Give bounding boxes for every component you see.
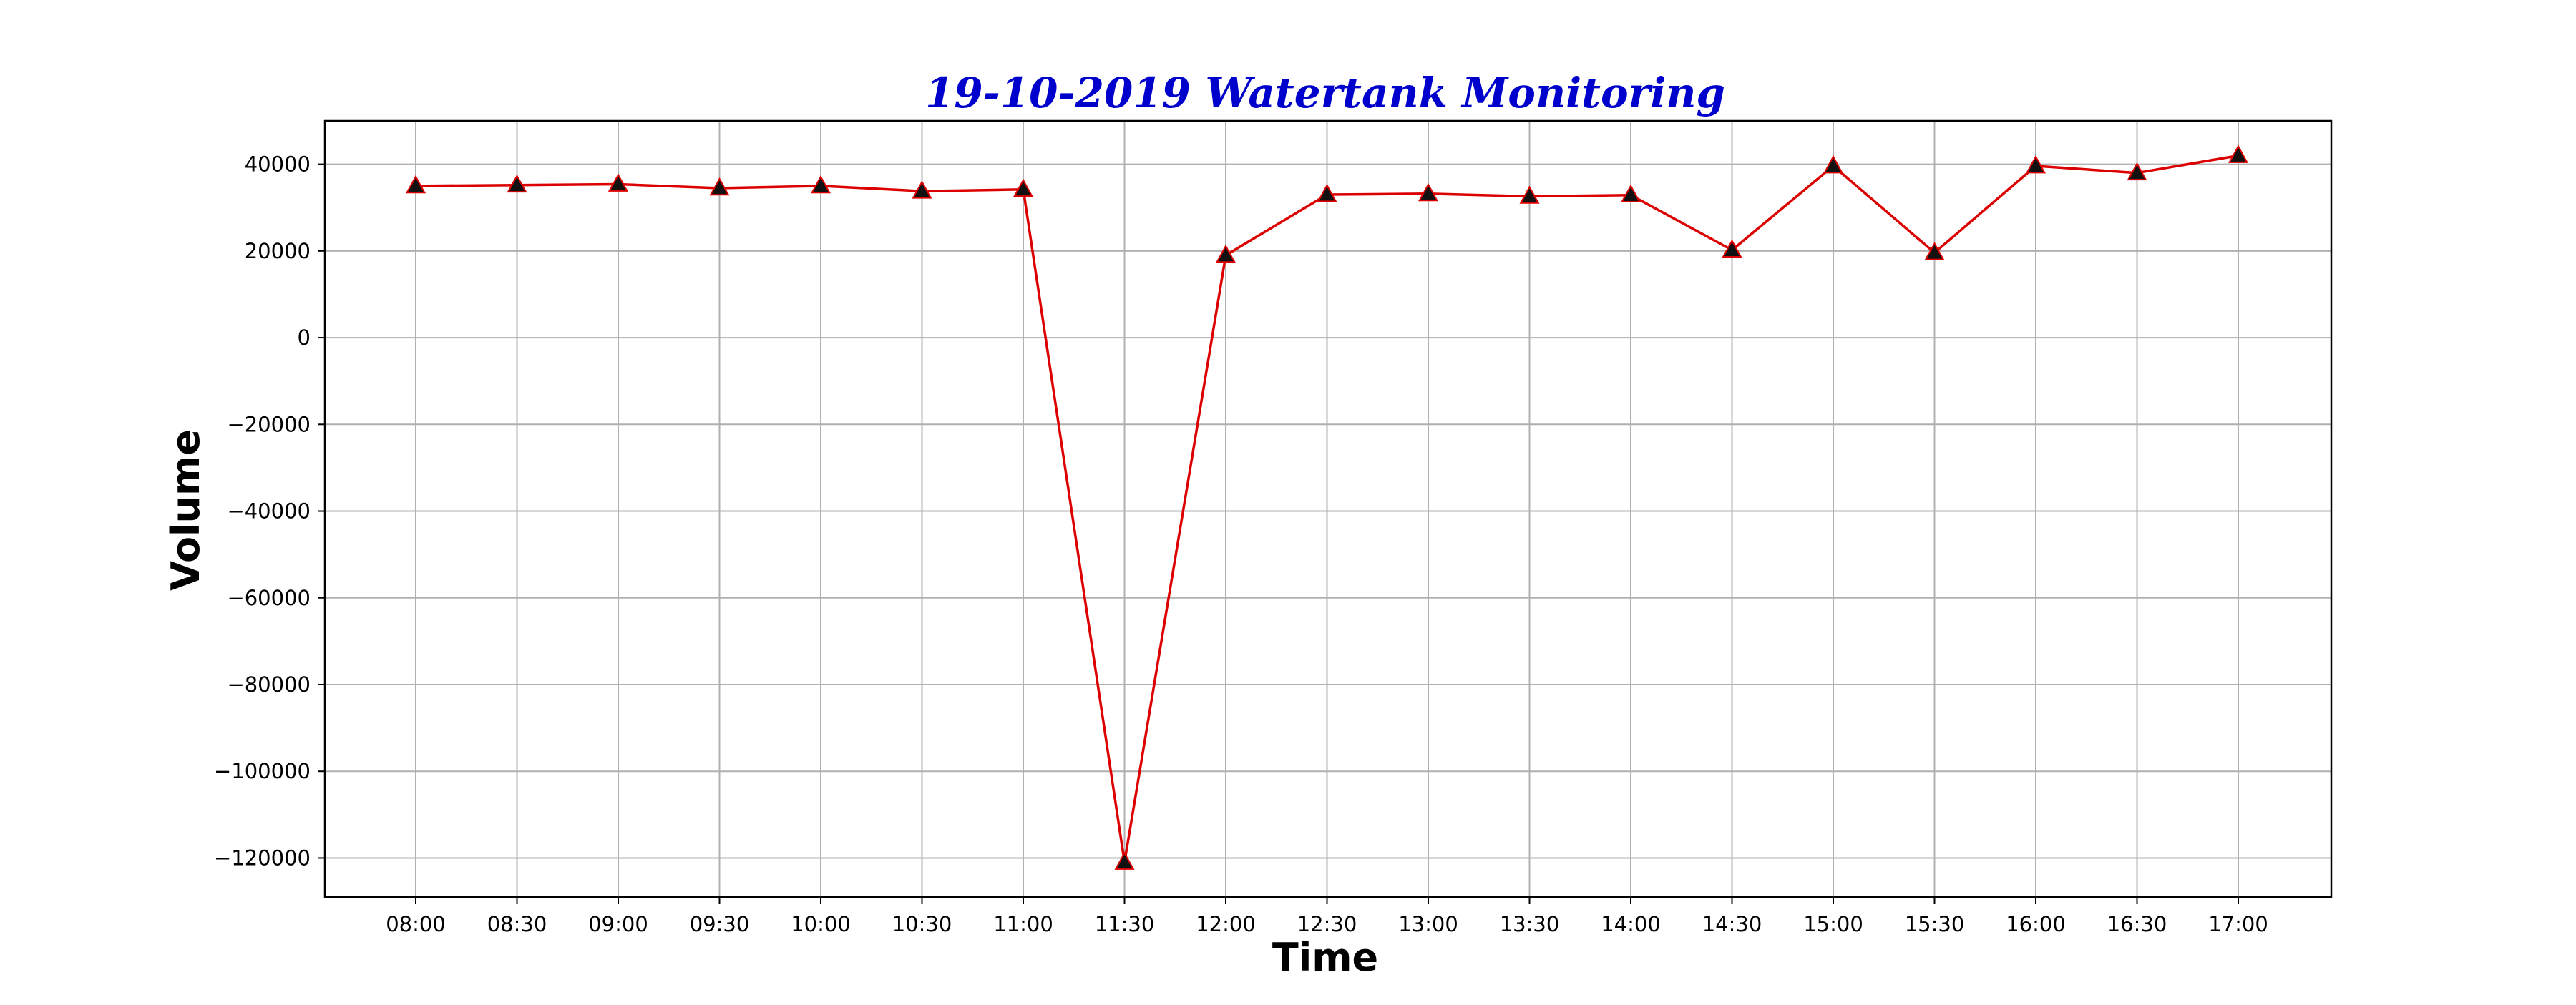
x-axis-label: Time [1272, 935, 1378, 980]
data-point-marker [1114, 851, 1135, 870]
data-point-marker [2127, 162, 2147, 181]
chart-title: 19-10-2019 Watertank Monitoring [925, 69, 1725, 117]
grid-lines [325, 121, 2331, 897]
data-point-marker [405, 175, 426, 194]
x-tick-label: 16:00 [2006, 912, 2066, 936]
data-point-marker [1621, 184, 1641, 202]
data-point-marker [1418, 182, 1438, 202]
y-tick-label: −60000 [227, 586, 311, 610]
y-axis-label: Volume [163, 429, 208, 591]
y-tick-label: −80000 [227, 672, 311, 697]
data-series [405, 144, 2248, 870]
data-point-marker [709, 177, 730, 196]
axes: 08:00 08:30 09:00 09:30 10:00 10:30 11:00 11:30… [214, 152, 2268, 936]
y-tick-label: −20000 [227, 412, 311, 436]
x-tick-label: 11:00 [993, 912, 1053, 936]
x-tick-label: 15:00 [1803, 912, 1863, 936]
x-tick-label: 15:30 [1905, 912, 1965, 936]
data-point-marker [2026, 155, 2046, 174]
y-tick-label: −100000 [214, 759, 311, 783]
x-tick-label: 09:30 [690, 912, 750, 936]
y-tick-label: 20000 [245, 239, 311, 263]
data-point-marker [2228, 144, 2248, 163]
x-tick-label: 10:00 [791, 912, 851, 936]
data-point-marker [1823, 155, 1843, 174]
data-point-marker [1216, 244, 1236, 263]
y-tick-label: −120000 [214, 845, 311, 870]
x-tick-label: 13:00 [1398, 912, 1458, 936]
x-tick-label: 11:30 [1095, 912, 1155, 936]
data-point-marker [1317, 183, 1337, 202]
x-tick-label: 14:00 [1601, 912, 1661, 936]
data-point-marker [1722, 239, 1742, 258]
plot-frame [323, 119, 2333, 898]
x-tick-label: 16:30 [2107, 912, 2167, 936]
y-tick-label: −40000 [227, 499, 311, 524]
data-point-marker [1519, 185, 1540, 204]
data-point-marker [912, 180, 932, 199]
x-tick-label: 12:30 [1297, 912, 1357, 936]
data-point-marker [811, 175, 831, 194]
data-point-marker [1013, 178, 1033, 197]
data-point-marker [507, 174, 527, 193]
x-tick-label: 08:00 [386, 912, 446, 936]
data-point-marker [1924, 242, 1945, 260]
x-tick-label: 17:00 [2208, 912, 2268, 936]
x-tick-label: 12:00 [1196, 912, 1256, 936]
y-tick-label: 40000 [245, 152, 311, 177]
x-tick-label: 10:30 [892, 912, 952, 936]
y-tick-label: 0 [298, 325, 311, 350]
x-tick-label: 14:30 [1702, 912, 1762, 936]
x-tick-label: 08:30 [487, 912, 547, 936]
data-point-marker [608, 173, 629, 192]
x-tick-label: 09:00 [588, 912, 648, 936]
x-tick-label: 13:30 [1500, 912, 1560, 936]
